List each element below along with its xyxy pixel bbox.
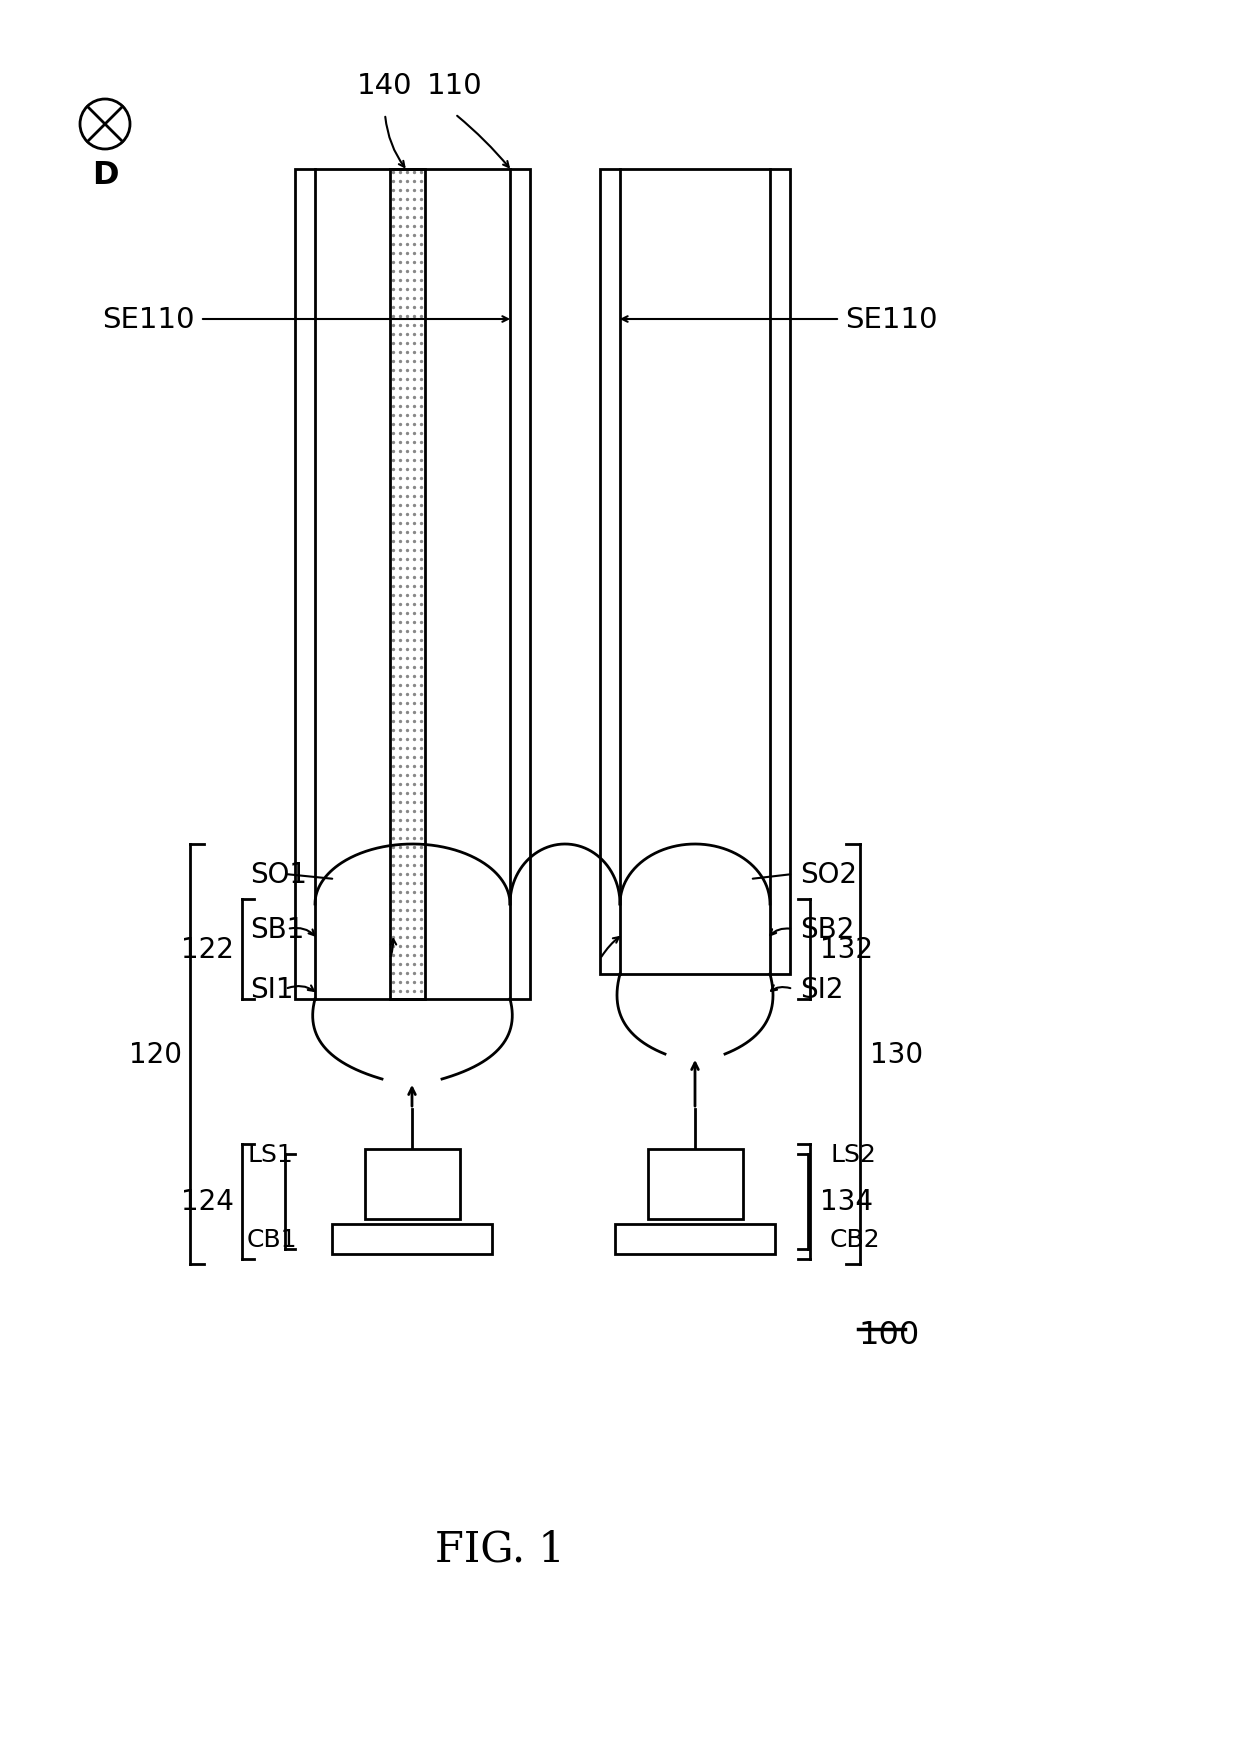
Text: SE110: SE110 bbox=[103, 306, 195, 334]
Text: 140: 140 bbox=[357, 71, 413, 99]
Text: SO1: SO1 bbox=[250, 861, 308, 889]
Bar bbox=[600, 170, 790, 974]
Text: 120: 120 bbox=[129, 1040, 182, 1068]
Text: SI1: SI1 bbox=[250, 976, 294, 1003]
Text: LS2: LS2 bbox=[830, 1143, 875, 1167]
Text: 134: 134 bbox=[820, 1188, 873, 1216]
Text: SE110: SE110 bbox=[844, 306, 937, 334]
Bar bbox=[391, 170, 425, 1000]
Text: SB2: SB2 bbox=[800, 915, 854, 944]
Bar bbox=[332, 1224, 492, 1254]
Bar bbox=[365, 1149, 460, 1219]
Text: 122: 122 bbox=[181, 936, 234, 963]
Text: 100: 100 bbox=[858, 1320, 919, 1349]
Text: 132: 132 bbox=[820, 936, 873, 963]
Text: FIG. 1: FIG. 1 bbox=[435, 1529, 565, 1570]
Bar bbox=[615, 1224, 775, 1254]
Text: D: D bbox=[92, 160, 118, 190]
Text: LS1: LS1 bbox=[247, 1143, 293, 1167]
Text: 130: 130 bbox=[870, 1040, 923, 1068]
Text: SO2: SO2 bbox=[800, 861, 857, 889]
Bar bbox=[647, 1149, 743, 1219]
Text: 124: 124 bbox=[181, 1188, 234, 1216]
Text: SB1: SB1 bbox=[250, 915, 304, 944]
Bar bbox=[295, 170, 529, 1000]
Text: CB2: CB2 bbox=[830, 1228, 880, 1252]
Text: CB1: CB1 bbox=[247, 1228, 298, 1252]
Text: 110: 110 bbox=[428, 71, 482, 99]
Text: SI2: SI2 bbox=[800, 976, 843, 1003]
